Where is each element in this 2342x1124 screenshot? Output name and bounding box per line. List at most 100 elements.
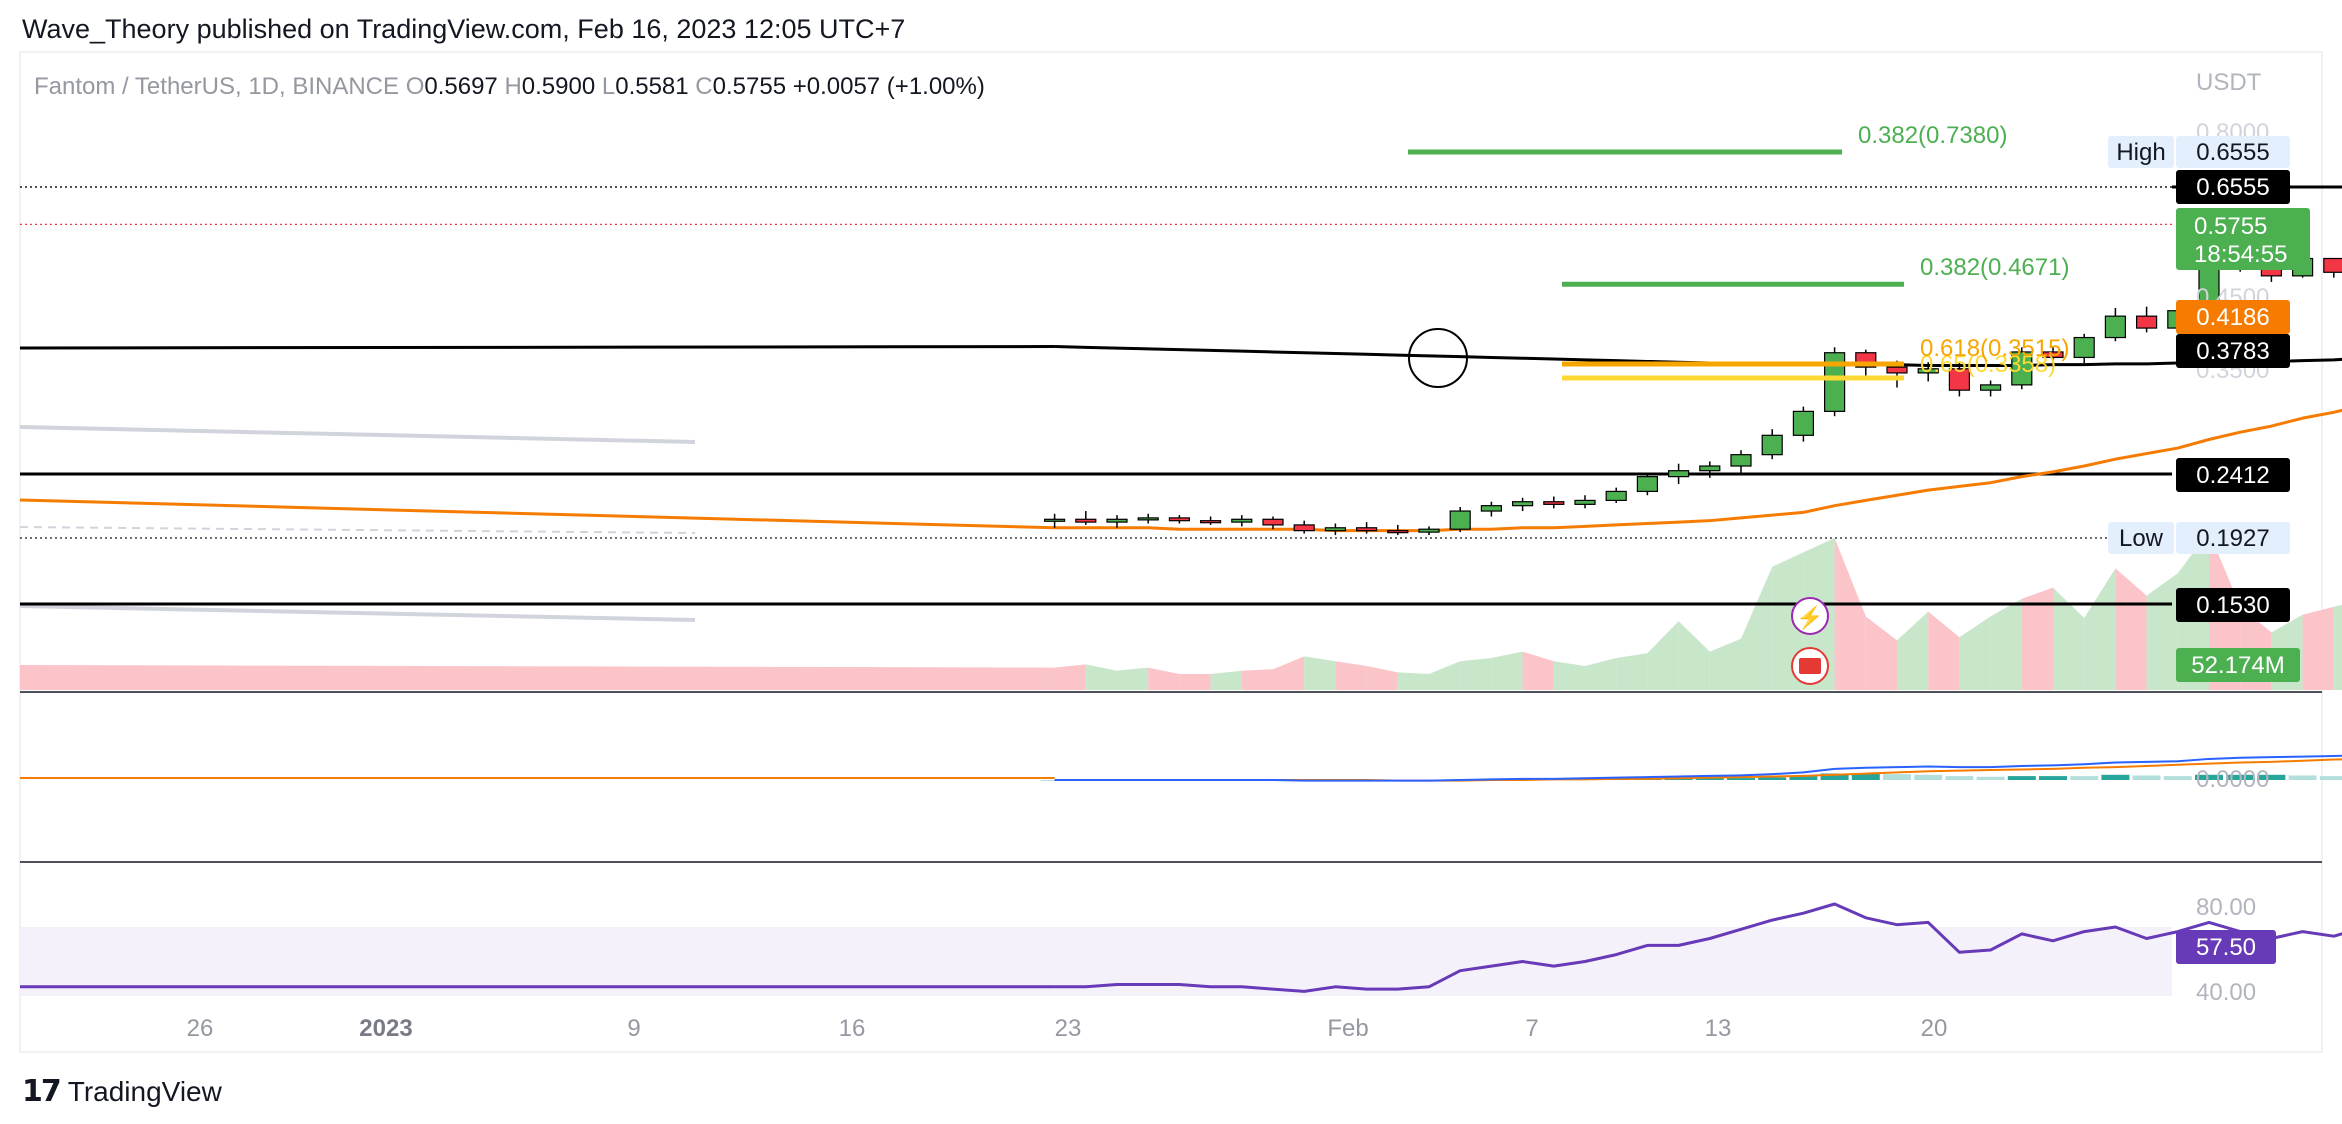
ohlc-legend-part: 0.5581 [615,73,695,100]
time-tick: 7 [1525,1015,1538,1042]
macd-histogram-bar [1820,773,1849,780]
macd-histogram-bar [2288,775,2317,780]
lightning-event-icon[interactable] [1791,597,1829,635]
macd-histogram-bar [2101,774,2130,780]
macd-histogram-bar [2226,774,2255,780]
volume-osc-segment [1709,638,1741,690]
footer-brand[interactable]: 𝟭𝟳 TradingView [22,1074,222,1109]
candle-body[interactable] [2011,351,2033,386]
volume-osc-segment [1210,670,1242,690]
macd-histogram-bar [1758,777,1787,780]
volume-osc-segment [2053,587,2085,690]
ema-50-line-lead [19,498,1055,530]
candle-body[interactable] [1917,368,1939,374]
time-tick: 16 [839,1015,866,1042]
candle-body[interactable] [1043,518,1066,522]
time-tick: 9 [627,1015,640,1042]
volume-osc-segment [1897,611,1929,690]
candle-body[interactable] [1636,476,1659,493]
rsi-line [1054,902,2342,993]
candle-body[interactable] [1761,434,1783,456]
volume-osc-segment [1616,653,1648,690]
macd-tick: 0.0000 [2196,766,2269,793]
candle-body[interactable] [1699,465,1721,472]
footer-brand-label: TradingView [67,1075,222,1107]
faded-trendline-upper [19,425,696,444]
candle-body[interactable] [1387,530,1409,534]
candle-body[interactable] [1449,510,1471,530]
candle-body[interactable] [2042,351,2064,359]
candle-body[interactable] [1199,520,1222,524]
candle-body[interactable] [1543,501,1565,505]
macd-line [1054,754,2342,782]
high-tag-value-bg [2176,136,2290,168]
candle-body[interactable] [1293,524,1315,532]
candle-body[interactable] [1667,470,1690,478]
time-tick: Feb [1327,1015,1368,1042]
candle-body[interactable] [1137,517,1159,521]
candle-body[interactable] [1418,528,1440,533]
candle-body[interactable] [1075,518,1097,523]
rsi-value-tag-bg [2176,930,2276,964]
volume-osc-segment [1117,667,1149,690]
us-flag-glyph-icon [1799,658,1821,674]
volume-osc-segment [1148,667,1180,690]
volume-osc-segment [1990,598,2022,690]
candle-body[interactable] [1262,518,1284,526]
macd-histogram-bar [1695,778,1724,780]
candle-body[interactable] [2073,336,2095,359]
volume-osc-segment [2333,604,2342,690]
candle-body[interactable] [1324,527,1347,532]
candle-body[interactable] [1511,501,1534,507]
level-mid-tag-bg [2176,458,2290,492]
macd-histogram-bar [2319,776,2342,780]
candle-body[interactable] [1168,517,1191,522]
chart-frame [19,51,2323,1053]
candle-body[interactable] [1231,518,1253,523]
candle-body[interactable] [1948,368,1971,391]
volume-osc-segment [1647,621,1679,690]
low-tag-value: 0.1927 [2196,525,2269,552]
candle-body[interactable] [1886,366,1908,374]
candle-body[interactable] [1480,505,1503,512]
volume-osc-segment [1460,658,1492,690]
volume-osc-segment [1522,651,1554,690]
candle-body[interactable] [1823,352,1846,412]
sma-value-tag: 0.3783 [2196,338,2269,365]
high-tag-label-bg [2108,136,2174,168]
candle-body[interactable] [1730,454,1752,467]
rsi-band [20,927,2172,996]
candle-body[interactable] [1355,527,1378,532]
candle-body[interactable] [2104,315,2126,339]
high-tag-label: High [2116,139,2165,166]
ohlc-legend-part: 0.5900 [522,73,602,100]
volume-osc-segment [2302,606,2334,690]
candle-body[interactable] [1605,490,1627,502]
macd-histogram-bar [2195,774,2223,780]
level-low-tag-bg [2176,588,2290,622]
candle-body[interactable] [2323,257,2342,273]
rsi-tick: 80.00 [2196,894,2256,921]
candle-body[interactable] [2136,315,2158,329]
ohlc-legend[interactable]: Fantom / TetherUS, 1D, BINANCE O0.5697 H… [34,73,985,100]
volume-osc-segment [1054,664,1086,690]
faded-trendline-mid [19,526,696,534]
candle-body[interactable] [1106,518,1128,523]
fib-label-03515: 0.618(0.3515) [1920,335,2069,362]
macd-histogram-bar [2132,775,2161,780]
lightning-glyph-icon: ⚡ [1796,605,1823,631]
level-top-tag-bg [2176,170,2290,204]
low-tag-label-bg [2108,522,2174,554]
rsi-value-tag: 57.50 [2196,934,2256,961]
volume-osc-segment [2115,568,2147,690]
volume-osc-segment [1585,658,1617,690]
level-top-tag: 0.6555 [2196,174,2269,201]
candle-body[interactable] [1979,384,2002,391]
sma-200-line-lead [19,345,1055,350]
macd-histogram-bar [2007,776,2036,780]
candle-body[interactable] [1574,499,1596,505]
candle-body[interactable] [1792,410,1815,436]
macd-histogram-bar [2070,776,2099,780]
volume-osc-segment [1741,566,1773,690]
